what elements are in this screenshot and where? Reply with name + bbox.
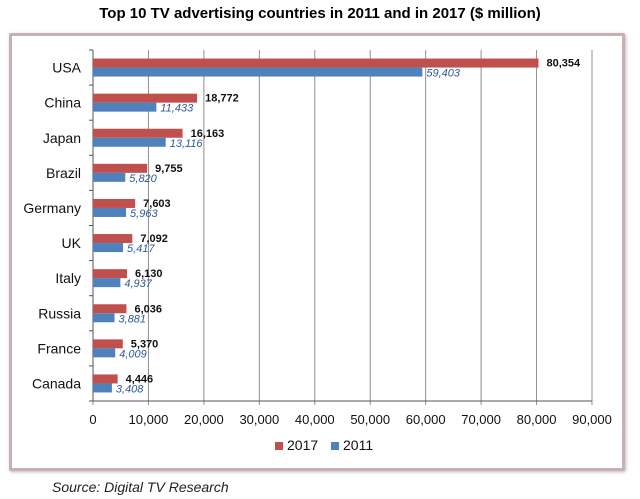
bar-2011 bbox=[93, 207, 127, 217]
bar-2017 bbox=[93, 304, 127, 314]
x-tick-label: 30,000 bbox=[239, 412, 279, 427]
data-label-2011: 3,408 bbox=[116, 383, 144, 395]
category-label: Canada bbox=[32, 375, 81, 391]
bar-2017 bbox=[93, 58, 539, 68]
data-label-2017: 80,354 bbox=[547, 58, 582, 70]
bar-2017 bbox=[93, 234, 133, 244]
data-label-2011: 11,433 bbox=[160, 103, 194, 115]
category-label: USA bbox=[52, 60, 81, 76]
bar-2011 bbox=[93, 67, 423, 77]
category-label: China bbox=[44, 95, 81, 111]
x-tick-label: 70,000 bbox=[461, 412, 501, 427]
data-label-2017: 16,163 bbox=[191, 128, 225, 140]
bar-2017 bbox=[93, 93, 198, 103]
bar-2011 bbox=[93, 102, 157, 112]
data-label-2017: 7,603 bbox=[143, 198, 171, 210]
data-label-2017: 5,370 bbox=[131, 338, 159, 350]
data-label-2017: 6,036 bbox=[134, 303, 162, 315]
bar-2011 bbox=[93, 313, 115, 323]
x-tick-label: 80,000 bbox=[517, 412, 557, 427]
data-label-2011: 59,403 bbox=[426, 68, 461, 80]
legend-swatch-2017 bbox=[275, 442, 283, 450]
data-label-2011: 4,009 bbox=[119, 348, 147, 360]
bar-2017 bbox=[93, 339, 123, 349]
data-label-2011: 4,937 bbox=[124, 278, 152, 290]
bar-2011 bbox=[93, 137, 166, 147]
bar-2017 bbox=[93, 163, 148, 173]
category-label: Italy bbox=[55, 270, 81, 286]
bar-2017 bbox=[93, 198, 136, 208]
legend-swatch-2011 bbox=[331, 442, 339, 450]
x-tick-label: 40,000 bbox=[295, 412, 335, 427]
bar-2011 bbox=[93, 172, 126, 182]
x-tick-label: 20,000 bbox=[184, 412, 224, 427]
category-label: Japan bbox=[43, 130, 81, 146]
data-label-2017: 7,092 bbox=[140, 233, 168, 245]
x-tick-label: 0 bbox=[89, 412, 96, 427]
data-label-2011: 5,820 bbox=[129, 173, 157, 185]
category-label: Brazil bbox=[46, 165, 81, 181]
x-tick-label: 60,000 bbox=[406, 412, 446, 427]
data-label-2011: 3,881 bbox=[119, 313, 147, 325]
category-label: UK bbox=[62, 235, 82, 251]
legend-label-2011: 2011 bbox=[343, 437, 373, 453]
source-note: Source: Digital TV Research bbox=[52, 479, 229, 495]
bar-2011 bbox=[93, 278, 121, 288]
x-tick-label: 50,000 bbox=[350, 412, 390, 427]
category-label: France bbox=[37, 340, 81, 356]
bar-2011 bbox=[93, 243, 124, 253]
data-label-2011: 5,417 bbox=[127, 243, 155, 255]
data-label-2017: 6,130 bbox=[135, 268, 163, 280]
data-label-2011: 5,963 bbox=[130, 208, 158, 220]
data-label-2011: 13,116 bbox=[170, 138, 204, 150]
x-tick-label: 90,000 bbox=[572, 412, 612, 427]
bar-2017 bbox=[93, 269, 127, 279]
category-label: Russia bbox=[38, 305, 81, 321]
category-label: Germany bbox=[23, 200, 81, 216]
legend-label-2017: 2017 bbox=[287, 437, 318, 453]
data-label-2017: 9,755 bbox=[155, 163, 183, 175]
bar-2011 bbox=[93, 383, 112, 393]
x-tick-label: 10,000 bbox=[129, 412, 169, 427]
bar-2017 bbox=[93, 374, 118, 384]
chart-title: Top 10 TV advertising countries in 2011 … bbox=[99, 5, 541, 22]
data-label-2017: 4,446 bbox=[126, 373, 154, 385]
bar-2011 bbox=[93, 348, 116, 358]
data-label-2017: 18,772 bbox=[205, 93, 239, 105]
bar-2017 bbox=[93, 128, 183, 138]
